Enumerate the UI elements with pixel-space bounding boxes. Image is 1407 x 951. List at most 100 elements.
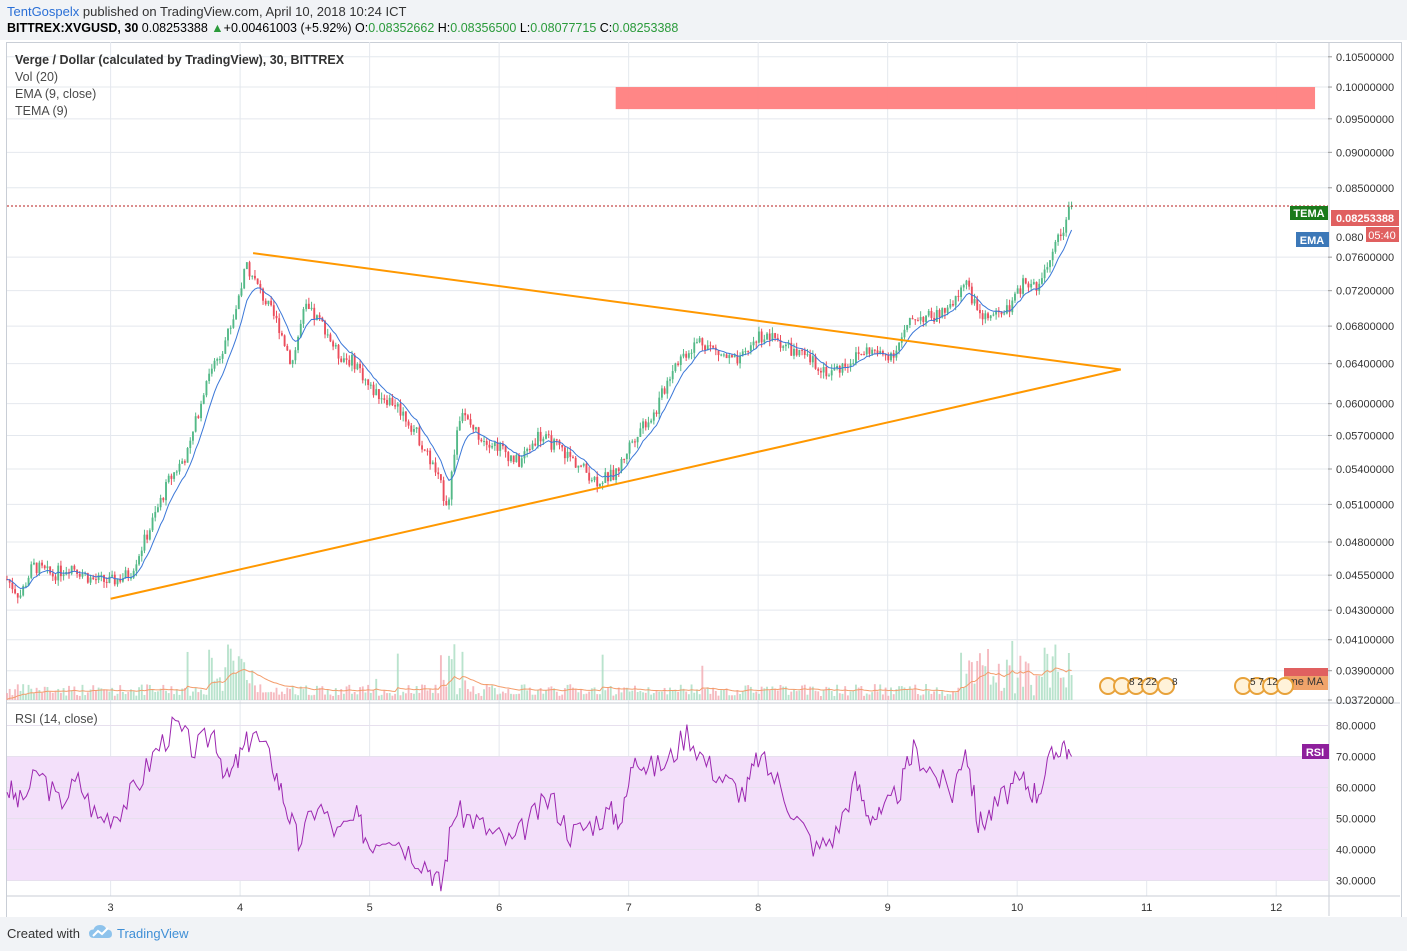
candle-up — [771, 333, 774, 341]
volume-bar — [636, 692, 639, 700]
volume-bar — [739, 694, 742, 700]
volume-bar — [415, 686, 418, 700]
volume-bar — [903, 687, 906, 700]
volume-bar — [205, 694, 208, 700]
candle-up — [221, 353, 224, 359]
volume-bar — [94, 690, 97, 700]
volume-bar — [617, 687, 620, 700]
candle-down — [534, 443, 537, 446]
volume-bar — [787, 694, 790, 700]
volume-bars — [6, 640, 1073, 700]
candle-up — [1065, 219, 1068, 233]
volume-bar — [1040, 676, 1043, 700]
volume-bar — [995, 682, 998, 700]
candle-down — [359, 364, 362, 369]
candle-up — [784, 344, 787, 347]
candle-up — [46, 566, 49, 569]
candle-up — [811, 356, 814, 363]
candles — [6, 201, 1073, 604]
event-badges-group-1[interactable]: 8 2 22 8 — [1099, 677, 1178, 695]
volume-bar — [976, 660, 979, 700]
candle-up — [108, 576, 111, 583]
candle-down — [348, 359, 351, 366]
volume-bar — [572, 687, 574, 700]
candle-up — [763, 339, 766, 343]
volume-bar — [776, 690, 779, 700]
tema-legend[interactable]: TEMA (9) — [15, 104, 68, 118]
candle-up — [291, 360, 294, 364]
candle-down — [612, 469, 615, 480]
candle-up — [334, 344, 337, 347]
rsi-legend[interactable]: RSI (14, close) — [15, 712, 98, 726]
volume-bar — [27, 684, 30, 700]
volume-bar — [421, 684, 423, 700]
chart-title-legend[interactable]: Verge / Dollar (calculated by TradingVie… — [15, 53, 345, 67]
candle-up — [227, 328, 229, 341]
volume-bar — [989, 684, 992, 700]
volume-bar — [919, 695, 922, 700]
tradingview-cloud-icon[interactable] — [88, 923, 114, 941]
volume-bar — [86, 692, 89, 700]
candle-down — [146, 534, 149, 540]
candle-up — [687, 353, 690, 358]
volume-bar — [485, 684, 488, 700]
candle-up — [927, 310, 930, 316]
volume-bar — [992, 676, 995, 700]
volume-bar — [361, 686, 364, 700]
candle-up — [566, 451, 569, 459]
volume-bar — [528, 687, 531, 700]
volume-bar — [453, 644, 456, 700]
volume-bar — [22, 684, 25, 700]
candle-down — [254, 275, 256, 279]
volume-bar — [825, 686, 828, 700]
volume-bar — [143, 694, 146, 700]
candle-up — [30, 564, 33, 578]
candle-up — [1011, 300, 1014, 313]
candle-up — [647, 422, 650, 428]
price-tick-label: 0.04100000 — [1336, 635, 1394, 647]
candle-down — [634, 441, 636, 443]
volume-bar — [803, 684, 806, 700]
event-badges-group-2[interactable]: 5 7 12 — [1234, 677, 1294, 695]
volume-bar — [534, 694, 537, 700]
author-link[interactable]: TentGospelx — [7, 4, 80, 19]
volume-bar — [892, 694, 895, 700]
candle-down — [59, 565, 62, 577]
candle-down — [844, 363, 847, 367]
candle-up — [531, 443, 534, 450]
candle-down — [445, 501, 448, 506]
candle-up — [941, 308, 944, 318]
candle-up — [757, 331, 760, 343]
candle-down — [539, 431, 542, 442]
volume-bar — [795, 691, 798, 700]
volume-bar — [353, 691, 356, 700]
volume-bar — [1051, 656, 1054, 700]
volume-bar — [655, 690, 658, 700]
candle-down — [367, 379, 370, 386]
volume-legend[interactable]: Vol (20) — [15, 70, 59, 84]
ema-legend[interactable]: EMA (9, close) — [15, 87, 97, 101]
volume-bar — [364, 692, 367, 700]
candle-down — [43, 565, 46, 569]
candle-down — [795, 348, 798, 356]
rsi-tick-label: 50.0000 — [1336, 814, 1376, 826]
publication-header: TentGospelx published on TradingView.com… — [0, 0, 1407, 40]
candle-up — [593, 476, 596, 481]
volume-bar — [623, 687, 626, 700]
candle-down — [588, 472, 591, 481]
volume-bar — [722, 689, 725, 700]
tradingview-brand-link[interactable]: TradingView — [117, 926, 189, 941]
candle-down — [760, 331, 763, 343]
candle-up — [205, 381, 208, 396]
volume-bar — [313, 694, 316, 700]
volume-bar — [836, 684, 839, 700]
candle-up — [749, 345, 752, 352]
volume-bar — [189, 695, 192, 700]
volume-bar — [631, 690, 634, 700]
volume-bar — [930, 693, 933, 700]
volume-bar — [496, 694, 499, 700]
candle-down — [978, 310, 981, 314]
candle-up — [251, 275, 254, 277]
volume-bar — [855, 684, 857, 700]
